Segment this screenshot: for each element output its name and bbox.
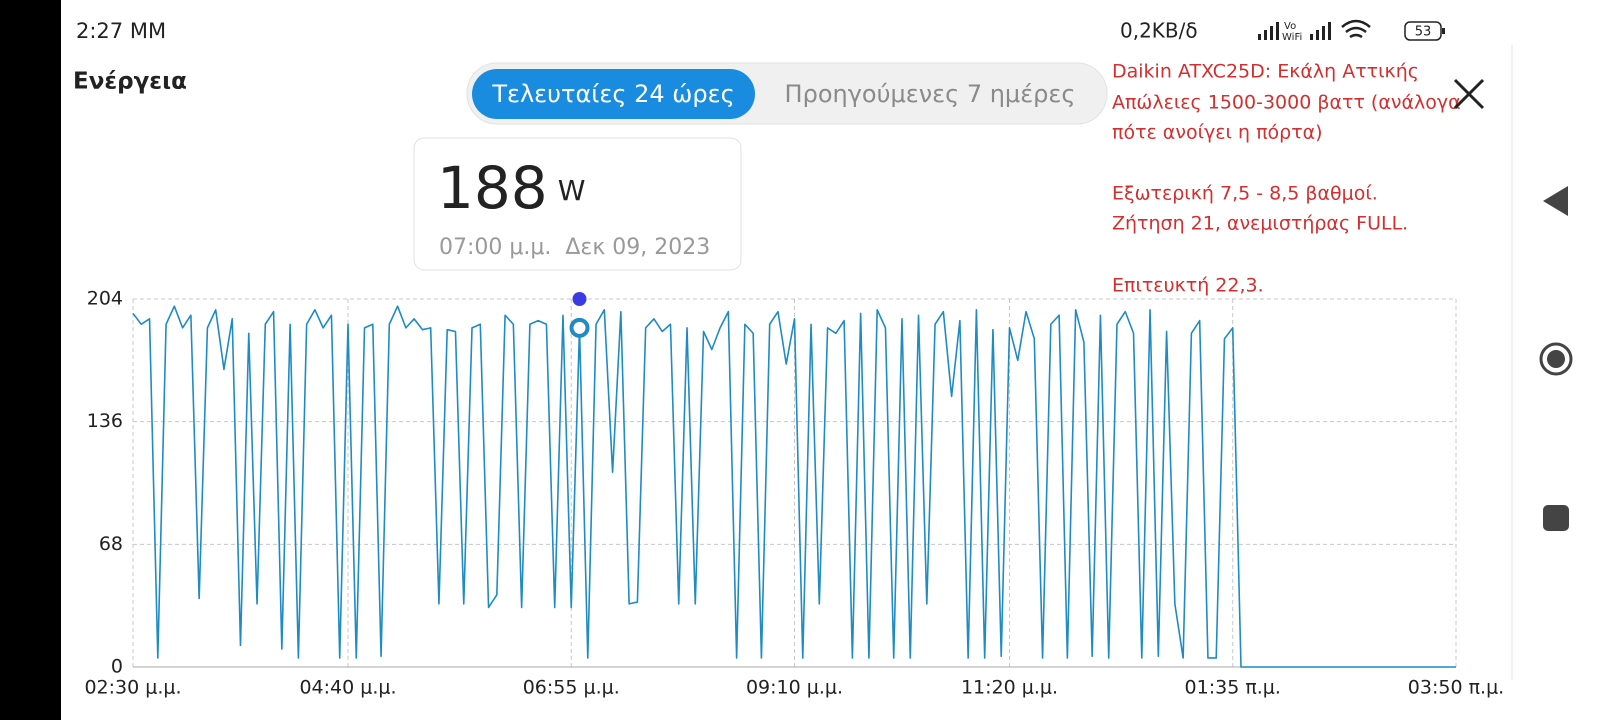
selected-point (569, 317, 590, 338)
page-title: Ενέργεια (73, 69, 187, 95)
left-bezel (0, 0, 61, 720)
nav-back[interactable] (1543, 186, 1568, 216)
y-tick-label: 136 (87, 410, 123, 432)
tooltip-value: 188 (437, 154, 548, 222)
y-tick-label: 204 (87, 288, 123, 310)
x-tick-label: 01:35 π.μ. (1185, 677, 1281, 699)
x-tick-label: 06:55 μ.μ. (523, 677, 620, 699)
marker-dot (572, 292, 587, 306)
x-tick-label: 11:20 μ.μ. (961, 677, 1058, 699)
tooltip-time: 07:00 μ.μ. (439, 235, 551, 260)
note-line: Εξωτερική 7,5 - 8,5 βαθμοί. (1112, 183, 1378, 205)
battery-tip (1442, 28, 1445, 34)
x-tick-label: 09:10 μ.μ. (746, 677, 843, 699)
tooltip-box (413, 137, 742, 271)
tab[interactable]: Τελευταίες 24 ώρες (491, 80, 734, 108)
status-network: 0,2KB/δ (1120, 19, 1198, 43)
status-time: 2:27 ΜΜ (76, 19, 166, 43)
nav-home[interactable] (1539, 342, 1573, 376)
x-tick-label: 03:50 π.μ. (1408, 677, 1504, 699)
note-line: Daikin ATXC25D: Εκάλη Αττικής (1112, 61, 1419, 83)
x-tick-label: 04:40 μ.μ. (299, 677, 396, 699)
data-line (132, 305, 1456, 668)
tooltip-date: Δεκ 09, 2023 (565, 235, 710, 260)
tab[interactable]: Προηγούμενες 7 ημέρες (785, 80, 1076, 108)
battery-level: 53 (1415, 25, 1432, 40)
note-line: Επιτευκτή 22,3. (1112, 275, 1264, 297)
svg-text:Vo: Vo (1284, 21, 1296, 32)
note-line: Ζήτηση 21, ανεμιστήρας FULL. (1112, 213, 1408, 235)
tooltip-reading: 188 W (437, 154, 585, 222)
tabs: Τελευταίες 24 ώρες Προηγούμενες 7 ημέρες (472, 69, 1075, 119)
note-line: πότε ανοίγει η πόρτα) (1112, 122, 1323, 144)
svg-text:WiFi: WiFi (1282, 32, 1302, 43)
chart: 0 68 136 204 02:30 μ.μ. 04:40 μ.μ. 06:55 μ.μ. 0… (84, 288, 1504, 699)
tab-active-bg (472, 69, 755, 119)
note-line: Απώλειες 1500-3000 βαττ (ανάλογα (1112, 92, 1461, 114)
close-button[interactable] (1453, 78, 1485, 110)
nav-home-dot (1547, 350, 1565, 368)
y-tick-label: 68 (99, 533, 123, 555)
x-tick-label: 02:30 μ.μ. (84, 677, 181, 699)
tooltip-unit: W (558, 174, 586, 207)
battery-icon (1404, 21, 1442, 41)
tooltip-datetime: 07:00 μ.μ. Δεκ 09, 2023 (439, 235, 710, 260)
y-tick-label: 0 (111, 656, 123, 678)
nav-recents[interactable] (1543, 505, 1569, 531)
